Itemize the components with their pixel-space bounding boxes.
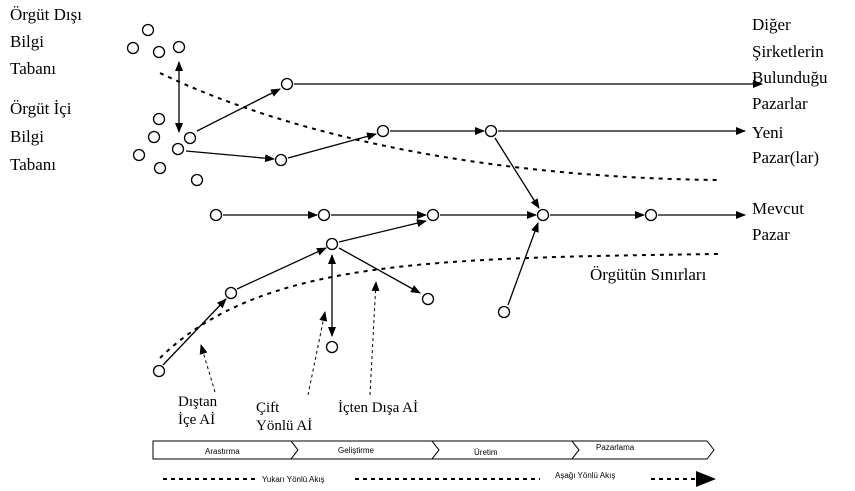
coupled-line2: Yönlü Aİ: [256, 418, 312, 434]
internal-knowledge-nodes: [132, 112, 204, 187]
stage-marketing-label: Pazarlama: [596, 443, 635, 452]
node: [224, 286, 238, 300]
current-market-line2: Pazar: [752, 225, 790, 244]
pointer-arrow: [369, 281, 380, 396]
stage-production-label: Üretim: [474, 448, 498, 457]
node: [132, 148, 146, 162]
node: [190, 173, 204, 187]
current-market-line1: Mevcut: [752, 199, 804, 218]
node: [152, 364, 166, 378]
node: [141, 23, 155, 37]
node: [152, 112, 166, 126]
inside-out-label: İçten Dışa Aİ: [338, 400, 418, 416]
node: [317, 208, 331, 222]
organization-boundary-label: Örgütün Sınırları: [590, 265, 707, 284]
internal-base-line3: Tabanı: [10, 155, 56, 174]
downstream-flow-label: Aşağı Yönlü Akış: [555, 471, 615, 480]
other-markets-line2: Şirketlerin: [752, 42, 824, 61]
node: [325, 237, 339, 251]
other-markets-line1: Diğer: [752, 15, 791, 34]
pointer-arrow: [199, 344, 216, 393]
node: [484, 124, 498, 138]
new-markets-line1: Yeni: [752, 123, 784, 142]
node: [183, 131, 197, 145]
stage-bar: [152, 440, 715, 460]
arrow: [507, 222, 539, 306]
external-base-line1: Örgüt Dışı: [10, 5, 82, 24]
node: [325, 340, 339, 354]
arrow: [494, 137, 540, 209]
node: [153, 161, 167, 175]
outside-in-line2: İçe Aİ: [178, 412, 215, 428]
new-markets-line2: Pazar(lar): [752, 148, 819, 167]
external-base-line2: Bilgi: [10, 32, 44, 51]
node: [426, 208, 440, 222]
downstream-arrowhead: [696, 471, 716, 487]
node: [209, 208, 223, 222]
node: [274, 153, 288, 167]
other-markets-line3: Bulunduğu: [752, 68, 828, 87]
node: [152, 45, 166, 59]
node: [172, 40, 186, 54]
flow-nodes: [152, 77, 658, 378]
arrow: [196, 88, 281, 132]
arrow: [236, 247, 327, 290]
flow-arrows: [162, 61, 763, 366]
other-markets-line4: Pazarlar: [752, 94, 808, 113]
external-base-line3: Tabanı: [10, 59, 56, 78]
upper-boundary-curve: [159, 72, 721, 181]
node: [421, 292, 435, 306]
arrow: [185, 150, 275, 163]
node: [536, 208, 550, 222]
stage-research-label: Arastırma: [205, 447, 240, 456]
pointer-arrow: [307, 311, 328, 396]
node: [376, 124, 390, 138]
pointer-arrows: [199, 281, 380, 396]
node: [280, 77, 294, 91]
node: [644, 208, 658, 222]
stage-marketing-shape: [570, 440, 715, 460]
internal-base-line1: Örgüt İçi: [10, 99, 72, 118]
upstream-flow-label: Yukarı Yönlü Akış: [262, 475, 325, 484]
stage-development-label: Geliştirme: [338, 446, 375, 455]
arrow: [287, 132, 377, 159]
downstream-label-bg: [540, 470, 650, 481]
arrow: [338, 247, 421, 294]
outside-in-line1: Dıştan: [178, 394, 218, 410]
stage-production-shape: [430, 440, 580, 460]
internal-base-line2: Bilgi: [10, 127, 44, 146]
arrow: [338, 219, 427, 243]
arrow: [162, 298, 227, 366]
node: [497, 305, 511, 319]
coupled-line1: Çift: [256, 400, 280, 416]
node: [147, 130, 161, 144]
node: [171, 142, 185, 156]
upstream-label-bg: [258, 473, 352, 484]
external-knowledge-nodes: [126, 23, 186, 59]
node: [126, 41, 140, 55]
